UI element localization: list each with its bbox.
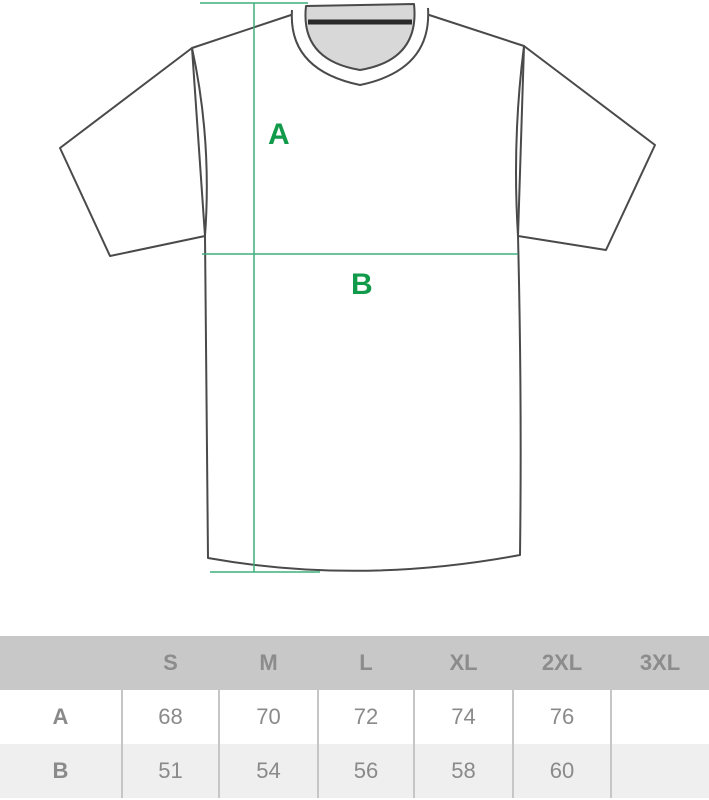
cell: 68 [121,690,219,744]
cell: 60 [512,744,611,798]
cell: 54 [218,744,318,798]
header-row: S M L XL 2XL 3XL [0,636,709,690]
table-row: B 51 54 56 58 60 [0,744,709,798]
header-size: 2XL [513,636,611,690]
right-sleeve [517,45,656,251]
row-label: B [0,744,122,798]
header-size: XL [414,636,513,690]
header-blank [0,636,122,690]
cell: 70 [218,690,318,744]
cell: 51 [121,744,219,798]
size-table: S M L XL 2XL 3XL A 68 70 72 74 76 B 51 5… [0,636,709,798]
cell: 58 [413,744,513,798]
measure-b-label: B [351,268,373,301]
cell [610,690,709,744]
cell: 56 [317,744,414,798]
row-label: A [52,704,69,729]
cell: 74 [413,690,513,744]
cell: 76 [512,690,611,744]
measure-a-label: A [268,118,290,151]
header-size: 3XL [611,636,709,690]
cell [610,744,709,798]
cell: 72 [317,690,414,744]
table-row: A 68 70 72 74 76 [0,690,709,744]
left-sleeve [59,47,206,257]
header-size: L [318,636,414,690]
header-size: M [219,636,318,690]
header-size: S [122,636,219,690]
tshirt-diagram [59,2,656,573]
